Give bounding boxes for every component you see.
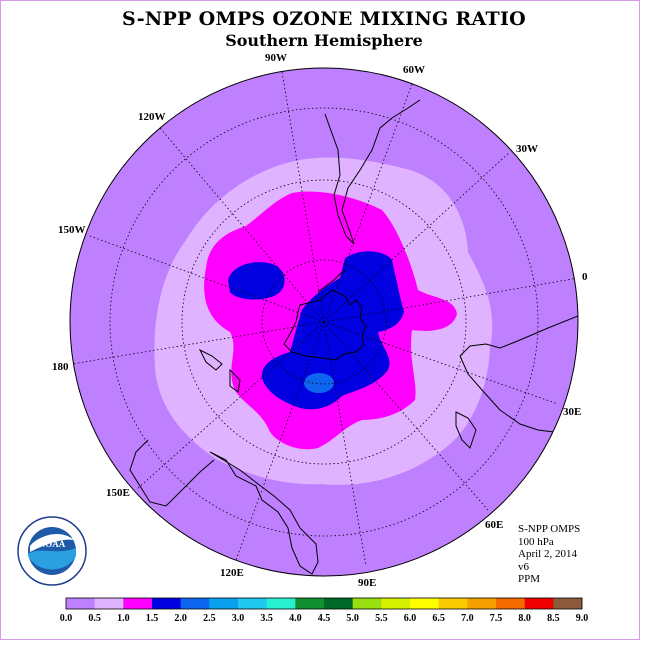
colorbar-tick-label: 8.0 xyxy=(518,613,531,624)
colorbar-swatch xyxy=(553,598,583,609)
colorbar-swatch xyxy=(123,598,153,609)
lon-label-60w: 60W xyxy=(403,64,425,76)
longitude-labels: 0 30E 60E 90E 120E 150E 180 150W 120W 90… xyxy=(52,52,588,589)
coastlines xyxy=(129,99,578,575)
contour-band-2.0 xyxy=(304,373,334,393)
page-frame xyxy=(0,0,640,640)
lon-label-120w: 120W xyxy=(138,111,166,123)
colorbar-tick-label: 9.0 xyxy=(576,613,589,624)
colorbar-tick-label: 1.0 xyxy=(117,613,130,624)
lon-label-30w: 30W xyxy=(516,143,538,155)
colorbar-tick-label: 0.5 xyxy=(88,613,101,624)
colorbar-tick-label: 4.5 xyxy=(318,613,331,624)
latitude-circles xyxy=(109,107,539,537)
date-label: April 2, 2014 xyxy=(518,548,577,560)
instrument-label: S-NPP OMPS xyxy=(518,523,581,535)
contour-band-1.5-west xyxy=(228,262,285,300)
lon-label-30e: 30E xyxy=(563,406,581,418)
colorbar-tick-label: 7.0 xyxy=(461,613,474,624)
map-subtitle: Southern Hemisphere xyxy=(225,31,423,50)
colorbar-swatch xyxy=(410,598,439,609)
contour-band-1.5-main xyxy=(261,251,404,410)
colorbar-swatch xyxy=(524,598,554,609)
colorbar-border xyxy=(65,597,583,610)
colorbar-swatch xyxy=(94,598,124,609)
colorbar-tick-label: 2.0 xyxy=(174,613,187,624)
lon-label-120e: 120E xyxy=(220,567,244,579)
colorbar-swatch xyxy=(467,598,497,609)
colorbar-tick-label: 3.0 xyxy=(232,613,245,624)
lon-label-90e: 90E xyxy=(358,577,376,589)
colorbar-swatch xyxy=(66,598,95,609)
colorbar: 0.0 0.5 1.0 1.5 2.0 2.5 3.0 3.5 4.0 4.5 5.0 5.5 6.0 6… xyxy=(60,597,589,624)
colorbar-tick-label: 6.5 xyxy=(432,613,445,624)
colorbar-tick-label: 5.5 xyxy=(375,613,388,624)
version-label: v6 xyxy=(518,560,529,573)
map-title: S-NPP OMPS OZONE MIXING RATIO xyxy=(121,8,527,30)
lon-label-150e: 150E xyxy=(106,487,130,499)
colorbar-tick-label: 0.0 xyxy=(60,613,73,624)
colorbar-tick-label: 7.5 xyxy=(490,613,503,624)
colorbar-tick-label: 8.5 xyxy=(547,613,560,624)
meridian-lines xyxy=(71,71,578,567)
lon-label-0: 0 xyxy=(582,271,588,283)
colorbar-swatch xyxy=(324,598,353,609)
colorbar-swatch xyxy=(209,598,239,609)
colorbar-swatch xyxy=(438,598,468,609)
colorbar-tick-label: 3.5 xyxy=(260,613,273,624)
colorbar-swatch xyxy=(381,598,411,609)
map-border xyxy=(69,67,579,577)
colorbar-tick-label: 2.5 xyxy=(203,613,216,624)
lon-label-150w: 150W xyxy=(58,224,86,236)
colorbar-tick-label: 5.0 xyxy=(346,613,359,624)
colorbar-swatch xyxy=(266,598,296,609)
colorbar-swatch xyxy=(295,598,325,609)
lon-label-60e: 60E xyxy=(485,519,503,531)
colorbar-swatch xyxy=(496,598,525,609)
noaa-logo: NOAA xyxy=(17,516,87,586)
level-label: 100 hPa xyxy=(518,535,554,548)
colorbar-swatch xyxy=(352,598,382,609)
colorbar-swatch xyxy=(152,598,181,609)
colorbar-tick-label: 1.5 xyxy=(146,613,159,624)
lon-label-180: 180 xyxy=(52,361,69,373)
colorbar-tick-label: 6.0 xyxy=(404,613,417,624)
lon-label-90w: 90W xyxy=(265,52,287,64)
colorbar-swatch xyxy=(180,598,210,609)
colorbar-swatch xyxy=(238,598,267,609)
noaa-logo-text: NOAA xyxy=(39,539,66,549)
units-label: PPM xyxy=(518,573,541,585)
metadata-panel: S-NPP OMPS 100 hPa April 2, 2014 v6 PPM xyxy=(518,523,580,586)
colorbar-tick-label: 4.0 xyxy=(289,613,302,624)
